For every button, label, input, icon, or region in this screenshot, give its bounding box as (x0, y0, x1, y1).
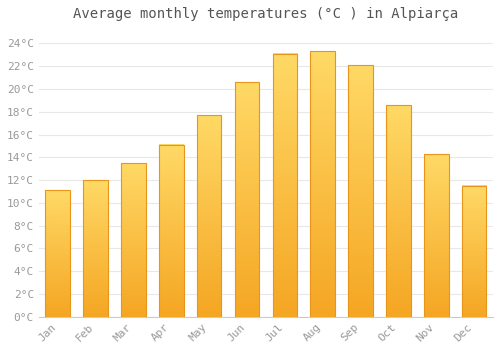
Title: Average monthly temperatures (°C ) in Alpiarça: Average monthly temperatures (°C ) in Al… (74, 7, 458, 21)
Bar (348, 65, 373, 317)
Bar (462, 186, 486, 317)
Bar (121, 163, 146, 317)
Bar (272, 54, 297, 317)
Bar (234, 82, 260, 317)
Bar (84, 180, 108, 317)
Bar (46, 190, 70, 317)
Bar (310, 51, 335, 317)
Bar (197, 115, 222, 317)
Bar (386, 105, 410, 317)
Bar (159, 145, 184, 317)
Bar (424, 154, 448, 317)
